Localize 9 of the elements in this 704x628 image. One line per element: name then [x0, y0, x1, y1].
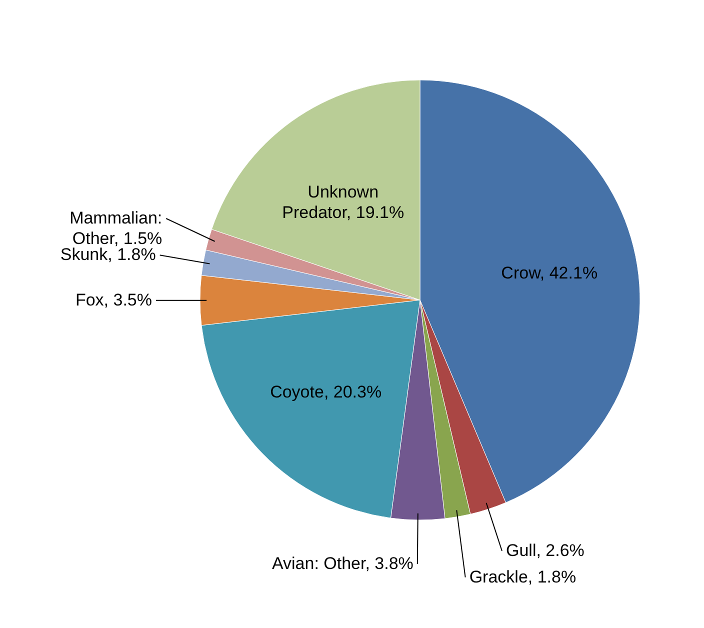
slice-label: Mammalian: Other, 1.5%	[70, 208, 162, 248]
slice-label: Avian: Other, 3.8%	[272, 554, 414, 573]
slice-label: Skunk, 1.8%	[60, 245, 156, 264]
slice-label: Gull, 2.6%	[506, 540, 584, 560]
slice-label: Fox, 3.5%	[75, 290, 152, 310]
slice-label: Coyote, 20.3%	[270, 382, 382, 402]
slice-label: Crow, 42.1%	[501, 264, 598, 283]
slice-label: Grackle, 1.8%	[469, 567, 576, 586]
slice-label: Unknown Predator, 19.1%	[282, 182, 404, 222]
